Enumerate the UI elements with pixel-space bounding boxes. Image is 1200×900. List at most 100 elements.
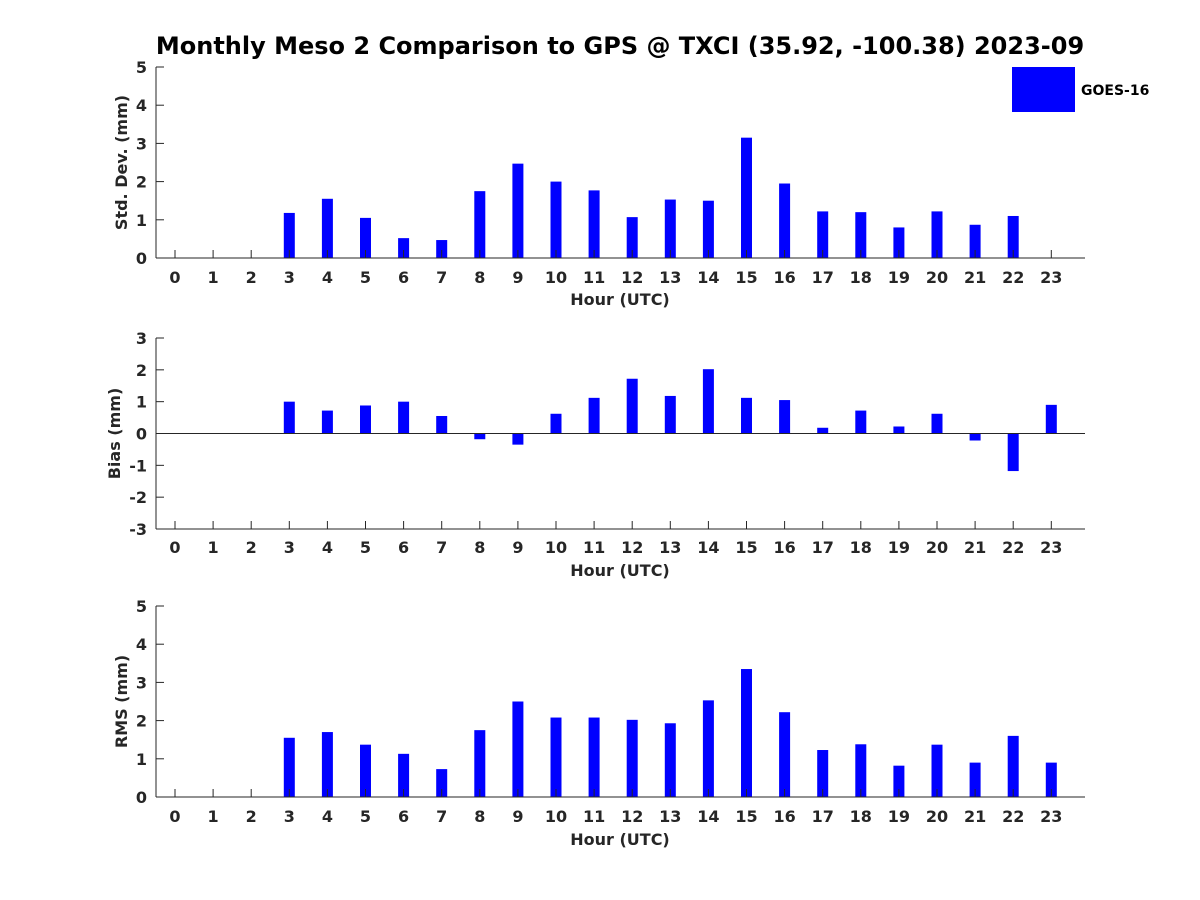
y-axis-label: Std. Dev. (mm) — [112, 95, 131, 230]
bar — [817, 211, 829, 258]
bar — [702, 200, 714, 258]
bar — [626, 217, 638, 258]
x-tick-label: 1 — [208, 268, 219, 287]
x-tick-label: 22 — [1002, 268, 1024, 287]
x-tick-label: 16 — [773, 807, 795, 826]
x-tick-label: 20 — [926, 538, 948, 557]
bar — [283, 212, 295, 258]
bar — [893, 426, 905, 434]
bar — [588, 190, 600, 258]
bar — [398, 401, 410, 434]
x-tick-label: 21 — [964, 538, 986, 557]
bar — [626, 378, 638, 434]
x-tick-label: 22 — [1002, 538, 1024, 557]
legend: GOES-16 — [1012, 67, 1149, 112]
x-tick-label: 19 — [888, 268, 910, 287]
x-tick-label: 19 — [888, 807, 910, 826]
x-tick-label: 17 — [812, 807, 834, 826]
legend-label: GOES-16 — [1081, 83, 1149, 99]
x-tick-label: 23 — [1040, 538, 1062, 557]
bar — [626, 719, 638, 797]
y-tick-label: 3 — [136, 673, 147, 692]
bar — [931, 211, 943, 258]
chart-title: Monthly Meso 2 Comparison to GPS @ TXCI … — [156, 32, 1084, 60]
bar — [512, 163, 524, 258]
x-tick-label: 1 — [208, 807, 219, 826]
bar — [398, 238, 410, 258]
bar — [321, 410, 333, 434]
y-tick-label: 0 — [136, 249, 147, 268]
x-tick-label: 19 — [888, 538, 910, 557]
bar — [931, 744, 943, 797]
bar — [474, 433, 486, 440]
bar — [550, 413, 562, 434]
x-tick-label: 21 — [964, 268, 986, 287]
y-axis-label: RMS (mm) — [112, 655, 131, 748]
bar — [817, 750, 829, 797]
bar — [588, 717, 600, 797]
y-tick-label: -2 — [129, 488, 147, 507]
x-tick-label: 4 — [322, 538, 333, 557]
x-axis-label: Hour (UTC) — [570, 830, 670, 849]
x-tick-label: 10 — [545, 268, 567, 287]
bar — [779, 183, 791, 258]
y-tick-label: 3 — [136, 134, 147, 153]
x-tick-label: 18 — [850, 807, 872, 826]
bar — [283, 401, 295, 434]
x-tick-label: 23 — [1040, 807, 1062, 826]
bar — [664, 395, 676, 434]
x-axis-label: Hour (UTC) — [570, 561, 670, 580]
x-tick-label: 2 — [246, 807, 257, 826]
x-tick-label: 5 — [360, 268, 371, 287]
x-tick-label: 2 — [246, 538, 257, 557]
bar — [969, 224, 981, 258]
x-tick-label: 14 — [697, 538, 719, 557]
y-tick-label: 3 — [136, 329, 147, 348]
x-tick-label: 3 — [284, 807, 295, 826]
bar — [1007, 215, 1019, 258]
bar — [855, 744, 867, 797]
bar — [779, 400, 791, 434]
bar — [855, 410, 867, 434]
bar — [1007, 433, 1019, 472]
y-tick-label: 4 — [136, 96, 147, 115]
bar — [436, 240, 448, 258]
x-tick-label: 7 — [436, 538, 447, 557]
bar — [436, 769, 448, 797]
bar — [360, 405, 371, 434]
x-tick-label: 21 — [964, 807, 986, 826]
y-axis-label: Bias (mm) — [105, 388, 124, 480]
x-tick-label: 0 — [169, 538, 180, 557]
bar — [702, 700, 714, 797]
x-tick-label: 1 — [208, 538, 219, 557]
y-tick-label: 2 — [136, 173, 147, 192]
x-tick-label: 20 — [926, 807, 948, 826]
x-tick-label: 6 — [398, 268, 409, 287]
x-tick-label: 7 — [436, 807, 447, 826]
x-tick-label: 3 — [284, 538, 295, 557]
bar — [741, 669, 752, 797]
x-tick-label: 14 — [697, 807, 719, 826]
bar — [398, 753, 410, 797]
bar — [664, 723, 676, 797]
bar — [855, 212, 867, 258]
bar — [550, 717, 562, 797]
y-tick-label: 5 — [136, 58, 147, 77]
x-tick-label: 16 — [773, 268, 795, 287]
x-tick-label: 8 — [474, 807, 485, 826]
x-tick-label: 23 — [1040, 268, 1062, 287]
bar — [741, 137, 752, 258]
x-tick-label: 3 — [284, 268, 295, 287]
bar — [893, 227, 905, 258]
x-tick-label: 15 — [735, 538, 757, 557]
bar — [1007, 735, 1019, 797]
y-tick-label: 1 — [136, 750, 147, 769]
bar — [931, 413, 943, 434]
x-tick-label: 17 — [812, 268, 834, 287]
y-tick-label: -3 — [129, 520, 147, 539]
bar — [321, 198, 333, 258]
x-tick-label: 8 — [474, 538, 485, 557]
